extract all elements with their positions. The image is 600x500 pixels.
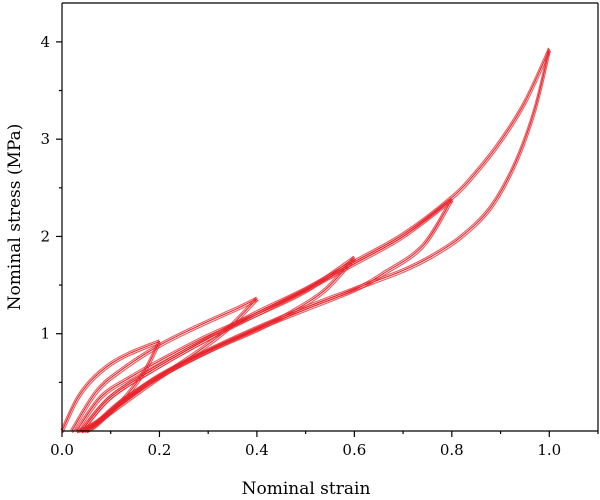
y-axis-label: Nominal stress (MPa) [5,124,25,311]
x-tick-group: 0.0 0.2 0.4 0.6 0.8 1.0 [50,431,599,459]
series-5-unloading-line [86,50,551,434]
x-tick-label: 1.0 [537,441,561,459]
series-1-loading-line [60,339,160,431]
y-tick-label: 4 [40,33,50,51]
plot-area [62,3,598,431]
x-tick-label: 0.2 [148,441,172,459]
series-2-loading-line [70,296,257,431]
x-tick-label: 0.6 [342,441,366,459]
series-5-loading-line [80,47,549,431]
series-4-unloading-line [86,200,454,434]
y-tick-label: 2 [40,227,50,245]
x-tick-label: 0.0 [50,441,74,459]
series-5-unloading-line [84,47,549,431]
series-2-loading-line [71,298,258,432]
y-tick-label: 3 [40,130,50,148]
x-tick-label: 0.4 [245,441,269,459]
y-tick-label: 1 [40,325,50,343]
series-1-loading-line [62,342,161,434]
series-5-loading-line [80,49,550,432]
y-tick-group: 1 2 3 4 [40,33,62,383]
series-5-loading-line [81,50,551,434]
series-2-loading-line [72,299,259,434]
series-5-unloading-line [85,49,550,432]
x-axis-label: Nominal strain [242,479,371,499]
series-4-unloading-line [84,197,452,431]
curve-group [60,47,551,434]
series-4-unloading-line [85,198,453,432]
series-1-loading-line [61,340,160,432]
x-tick-label: 0.8 [440,441,464,459]
